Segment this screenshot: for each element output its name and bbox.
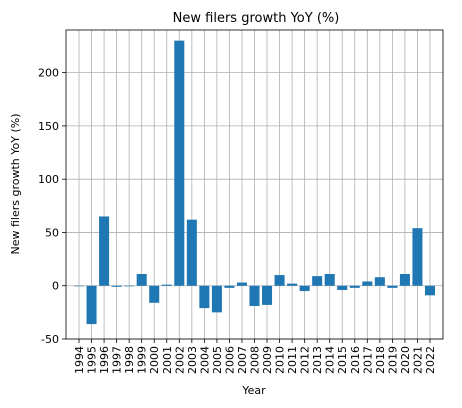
x-tick-label: 2014: [324, 346, 337, 374]
x-tick-label: 2021: [411, 346, 424, 374]
x-tick-label: 2015: [336, 346, 349, 374]
x-tick-label: 2004: [198, 346, 211, 374]
x-tick-label: 2000: [148, 346, 161, 374]
bar-2008: [249, 285, 260, 306]
bar-2003: [186, 219, 197, 286]
x-tick-label: 2008: [249, 346, 262, 374]
x-tick-label: 2007: [236, 346, 249, 374]
bar-2014: [324, 274, 335, 286]
bar-2018: [374, 277, 385, 286]
bar-2020: [399, 274, 410, 286]
x-tick-label: 2003: [186, 346, 199, 374]
x-tick-label: 2011: [286, 346, 299, 374]
bar-2013: [312, 276, 323, 286]
bar-2017: [362, 281, 373, 286]
bar-2006: [224, 285, 235, 288]
bar-2021: [412, 228, 423, 286]
x-tick-label: 2019: [386, 346, 399, 374]
y-tick-label: 100: [38, 173, 59, 186]
chart-title: New filers growth YoY (%): [173, 11, 340, 26]
bar-2009: [262, 285, 273, 305]
x-tick-label: 2010: [274, 346, 287, 374]
x-tick-label: 2013: [311, 346, 324, 374]
x-tick-label: 2020: [399, 346, 412, 374]
bar-2004: [199, 285, 210, 309]
x-tick-label: 2018: [374, 346, 387, 374]
bar-2016: [349, 285, 360, 288]
bar-2005: [211, 285, 222, 313]
bars-layer: [74, 40, 435, 325]
bar-1996: [99, 216, 110, 286]
bar-2000: [149, 285, 160, 303]
bar-1998: [124, 285, 135, 287]
x-tick-label: 2012: [299, 346, 312, 374]
x-tick-label: 2017: [361, 346, 374, 374]
x-tick-label: 2009: [261, 346, 274, 374]
bar-2007: [236, 282, 247, 286]
x-tick-label: 2002: [173, 346, 186, 374]
x-axis: 1994 1995 1996 1997 1998 1999 2000 2001 2002 2003…: [73, 339, 437, 374]
x-tick-label: 1996: [98, 346, 111, 374]
x-axis-label: Year: [241, 384, 266, 397]
x-tick-label: 1997: [111, 346, 124, 374]
bar-1999: [136, 274, 147, 286]
y-tick-label: 200: [38, 67, 59, 80]
bar-1994: [74, 285, 85, 287]
x-tick-label: 2016: [349, 346, 362, 374]
bar-2001: [161, 284, 172, 286]
bar-2011: [287, 283, 298, 286]
y-tick-label: -50: [41, 333, 59, 346]
y-tick-label: 50: [45, 226, 59, 239]
x-tick-label: 1995: [86, 346, 99, 374]
bar-2010: [274, 275, 285, 286]
bar-2015: [337, 285, 348, 290]
x-tick-label: 2001: [161, 346, 174, 374]
bar-2002: [174, 40, 185, 286]
bar-2012: [299, 285, 310, 292]
y-tick-label: 0: [52, 280, 59, 293]
x-tick-label: 1999: [136, 346, 149, 374]
bar-1997: [111, 285, 122, 287]
x-tick-label: 2005: [211, 346, 224, 374]
x-tick-label: 2006: [223, 346, 236, 374]
bar-2019: [387, 285, 398, 288]
bar-1995: [86, 285, 97, 325]
bar-2022: [424, 285, 435, 296]
x-tick-label: 1998: [123, 346, 136, 374]
y-axis: -50 0 50 100 150 200: [38, 67, 66, 346]
x-tick-label: 2022: [424, 346, 437, 374]
x-tick-label: 1994: [73, 346, 86, 374]
y-axis-label: New filers growth YoY (%): [9, 113, 22, 254]
y-tick-label: 150: [38, 120, 59, 133]
